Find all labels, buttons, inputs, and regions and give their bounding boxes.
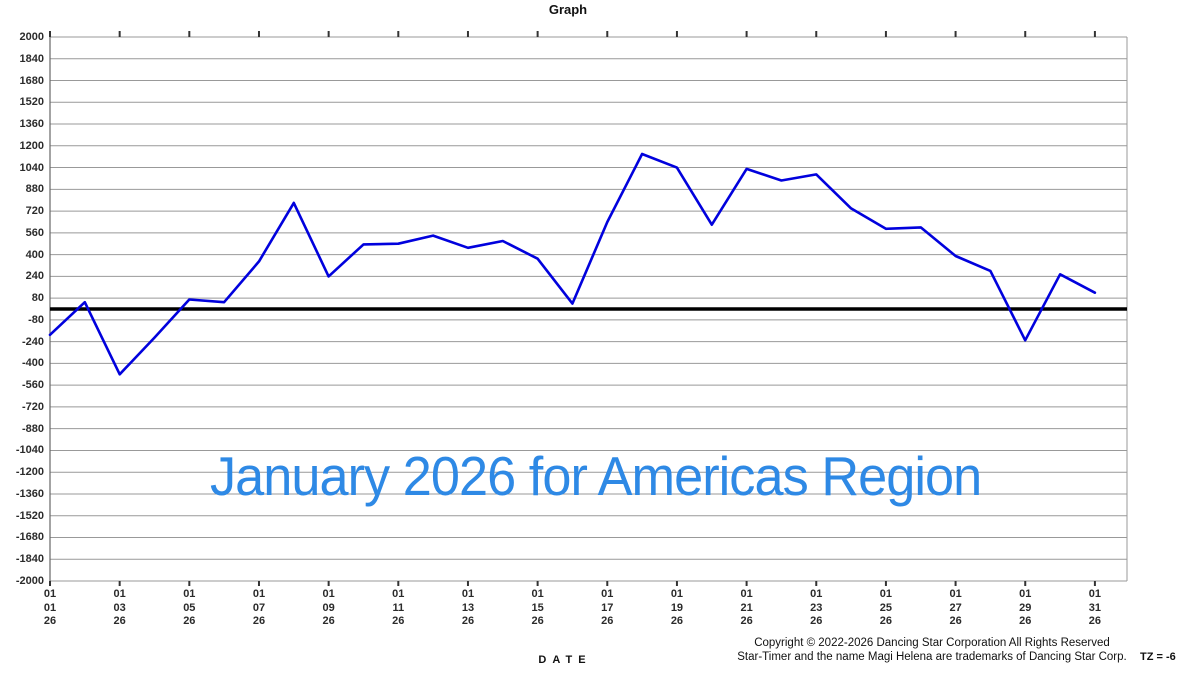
y-tick-label: -1360	[15, 487, 44, 500]
y-tick-label: 1360	[19, 118, 44, 131]
x-tick-label: 01 09 26	[322, 588, 335, 627]
x-tick-label: 01 07 26	[252, 588, 266, 627]
y-tick-label: -1680	[15, 531, 44, 544]
x-tick-label: 01 21 26	[740, 588, 753, 627]
x-tick-label: 01 31 26	[1088, 588, 1102, 627]
x-tick-label: 01 03 26	[113, 588, 126, 627]
x-tick-label: 01 23 26	[810, 588, 823, 627]
y-tick-label: 1520	[19, 96, 44, 109]
copyright-notice: Copyright © 2022-2026 Dancing Star Corpo…	[722, 637, 1142, 664]
y-tick-label: 400	[25, 248, 44, 261]
x-tick-label: 01 17 26	[601, 588, 614, 627]
copyright-line-2: Star-Timer and the name Magi Helena are …	[737, 650, 1127, 663]
x-axis-title: DATE	[538, 654, 592, 666]
y-tick-label: -880	[21, 422, 44, 435]
y-tick-label: -1520	[15, 509, 44, 522]
x-tick-label: 01 13 26	[461, 588, 475, 627]
y-tick-label: -240	[21, 335, 44, 348]
watermark-text: January 2026 for Americas Region	[210, 445, 982, 507]
chart-title: Graph	[548, 2, 588, 17]
y-tick-label: -1040	[15, 444, 44, 457]
y-tick-label: -560	[21, 379, 44, 392]
data-series-line	[48, 152, 1097, 376]
y-tick-label: 240	[25, 270, 44, 283]
y-tick-label: 560	[25, 226, 44, 239]
y-tick-label: 2000	[19, 31, 44, 43]
y-tick-label: -720	[21, 400, 44, 413]
y-tick-label: 80	[31, 292, 44, 305]
x-tick-label: 01 29 26	[1019, 588, 1032, 627]
x-tick-label: 01 01 26	[43, 588, 57, 627]
y-tick-label: -2000	[15, 575, 44, 587]
x-tick-label: 01 11 26	[392, 588, 405, 627]
x-tick-label: 01 15 26	[531, 588, 544, 627]
y-tick-label: 880	[25, 183, 44, 196]
y-tick-label: 1200	[19, 139, 44, 152]
x-tick-label: 01 19 26	[670, 588, 684, 627]
y-tick-label: 720	[25, 205, 44, 218]
y-tick-label: 1840	[19, 52, 44, 65]
y-tick-label: -400	[21, 357, 44, 370]
copyright-line-1: Copyright © 2022-2026 Dancing Star Corpo…	[754, 637, 1110, 649]
y-tick-label: -1840	[15, 553, 44, 566]
y-tick-label: 1680	[19, 74, 44, 87]
y-tick-label: 1040	[19, 161, 44, 174]
x-tick-label: 01 25 26	[879, 588, 893, 627]
x-tick-label: 01 27 26	[949, 588, 962, 627]
x-tick-label: 01 05 26	[183, 588, 196, 627]
y-tick-label: -1200	[15, 466, 44, 479]
y-tick-label: -80	[28, 313, 44, 326]
timezone-indicator: TZ = -6	[1140, 651, 1176, 663]
